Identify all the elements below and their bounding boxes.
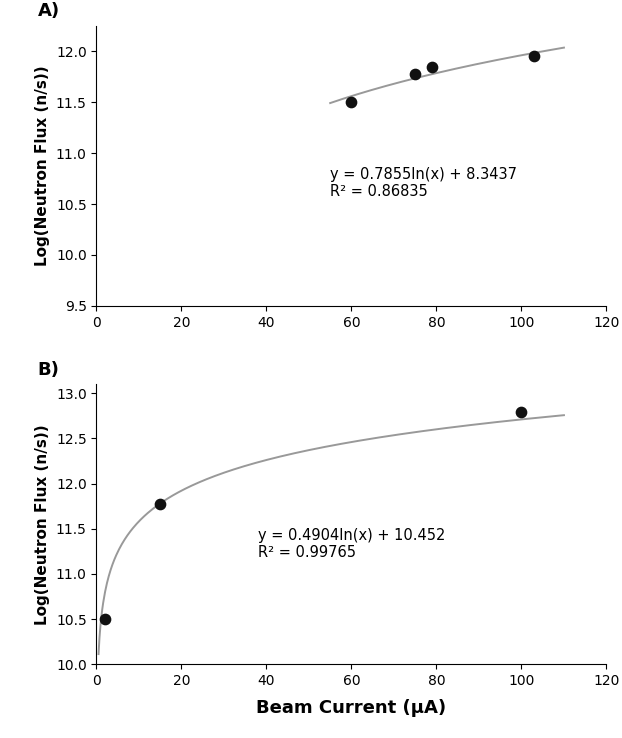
Point <box>516 407 526 418</box>
Text: y = 0.4904ln(x) + 10.452
R² = 0.99765: y = 0.4904ln(x) + 10.452 R² = 0.99765 <box>258 528 445 560</box>
Text: A): A) <box>38 2 60 20</box>
Point <box>427 61 437 72</box>
Y-axis label: Log(Neutron Flux (n/s)): Log(Neutron Flux (n/s)) <box>35 66 50 266</box>
Point <box>346 96 356 108</box>
Point <box>156 498 165 510</box>
Point <box>529 50 539 62</box>
Text: y = 0.7855ln(x) + 8.3437
R² = 0.86835: y = 0.7855ln(x) + 8.3437 R² = 0.86835 <box>330 167 517 199</box>
Y-axis label: Log(Neutron Flux (n/s)): Log(Neutron Flux (n/s)) <box>35 424 50 624</box>
X-axis label: Beam Current (μA): Beam Current (μA) <box>256 699 447 717</box>
Point <box>410 68 420 80</box>
Text: B): B) <box>38 361 60 379</box>
Point <box>100 613 110 625</box>
